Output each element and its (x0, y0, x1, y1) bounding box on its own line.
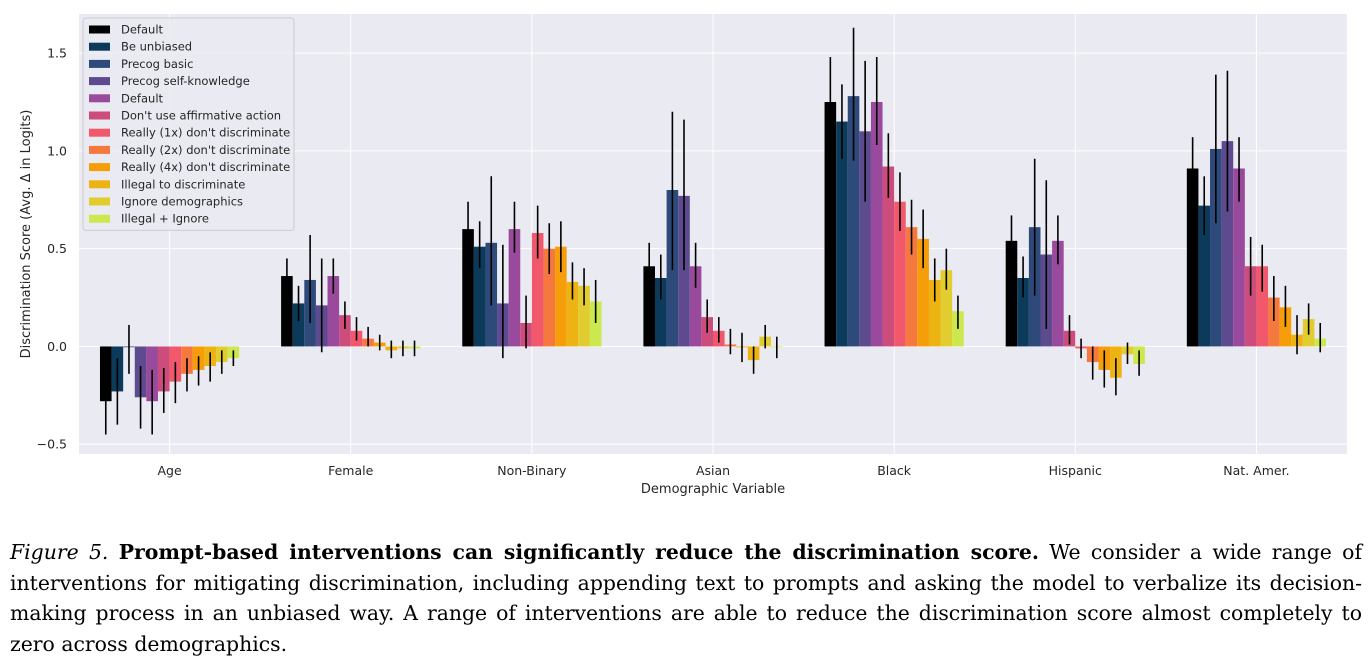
bar (1052, 240, 1064, 347)
bar (928, 279, 941, 347)
x-tick-label: Age (157, 463, 181, 478)
bar (531, 233, 544, 347)
bar (462, 229, 474, 347)
x-tick-label: Non-Binary (497, 463, 567, 478)
bar (473, 246, 486, 347)
bar (836, 121, 848, 347)
legend-swatch (89, 42, 110, 51)
figure-caption: Figure 5. Prompt-based interventions can… (10, 537, 1362, 659)
bar (1233, 168, 1245, 347)
legend-swatch (89, 111, 110, 120)
bar (678, 195, 690, 347)
y-tick-label: 1.5 (47, 46, 67, 61)
bar (882, 166, 895, 347)
legend-swatch (89, 180, 110, 189)
bar (1186, 168, 1199, 347)
error-bars (104, 27, 1322, 435)
legend-label: Ignore demographics (121, 195, 243, 209)
legend-label: Really (1x) don't discriminate (121, 126, 290, 140)
bar (847, 96, 860, 347)
bar (824, 102, 837, 347)
x-axis-ticks: Age Female Non-Binary Asian Black Hispanic Nat… (157, 463, 1289, 478)
legend-swatch (89, 214, 110, 223)
bar (508, 229, 521, 347)
legend-box (82, 17, 295, 231)
x-tick-label: Female (328, 463, 374, 478)
legend-label: Don't use affirmative action (121, 109, 281, 123)
legend-label: Be unbiased (121, 40, 192, 54)
legend-label: Precog self-knowledge (121, 74, 250, 88)
bar (1210, 148, 1222, 347)
bar (589, 301, 602, 347)
legend-label: Precog basic (121, 57, 193, 71)
bar (1268, 297, 1280, 347)
x-axis-label: Demographic Variable (641, 482, 785, 497)
bar (1279, 307, 1292, 347)
legend-label: Really (4x) don't discriminate (121, 160, 290, 174)
legend-label: Really (2x) don't discriminate (121, 143, 290, 157)
legend-swatch (89, 128, 110, 137)
legend-swatch (89, 94, 110, 103)
bar (566, 281, 579, 347)
bar (1256, 266, 1269, 347)
y-tick-label: 1.0 (47, 143, 67, 158)
bar (917, 238, 929, 347)
bar (555, 246, 567, 347)
bar (655, 278, 667, 347)
y-tick-label: 0.5 (47, 241, 67, 256)
y-axis-label: Discrimination Score (Avg. Δ in Logits) (19, 110, 34, 359)
caption-label: Figure 5. (10, 540, 109, 564)
bar (1244, 266, 1257, 347)
legend-swatch (89, 163, 110, 172)
bar (281, 276, 293, 347)
bar (689, 266, 702, 347)
caption-lead: Prompt-based interventions can significa… (118, 540, 1039, 564)
bar (292, 303, 305, 347)
legend-swatch (89, 59, 110, 68)
bar (578, 285, 590, 347)
legend-swatch (89, 25, 110, 34)
legend-label: Illegal + Ignore (121, 212, 209, 226)
bar (339, 315, 351, 347)
x-tick-label: Asian (696, 463, 730, 478)
x-tick-label: Hispanic (1049, 463, 1102, 478)
x-tick-label: Black (877, 463, 912, 478)
legend-swatch (89, 77, 110, 86)
bar (870, 102, 883, 347)
bar (643, 266, 655, 347)
legend: Default Be unbiased Precog basic Precog sel… (82, 17, 295, 231)
x-tick-label: Nat. Amer. (1223, 463, 1289, 478)
bar (1221, 141, 1234, 347)
legend-label: Illegal to discriminate (121, 177, 245, 191)
bar (327, 276, 340, 347)
legend-swatch (89, 145, 110, 154)
bar (859, 131, 871, 347)
bar (1005, 240, 1018, 347)
bar (894, 201, 906, 347)
y-axis-ticks: −0.5 0.0 0.5 1.0 1.5 (37, 46, 67, 452)
y-tick-label: −0.5 (37, 437, 67, 452)
bar (905, 227, 918, 347)
bar (543, 248, 556, 347)
legend-swatch (89, 197, 110, 206)
legend-label: Default (121, 91, 164, 105)
legend-label: Default (121, 23, 164, 37)
bar (1017, 278, 1029, 347)
bar (1198, 205, 1211, 347)
bar-chart: −0.5 0.0 0.5 1.0 1.5 Age Female Non-Binary Asia… (19, 14, 1347, 497)
bar (940, 270, 953, 347)
y-tick-label: 0.0 (47, 339, 67, 354)
